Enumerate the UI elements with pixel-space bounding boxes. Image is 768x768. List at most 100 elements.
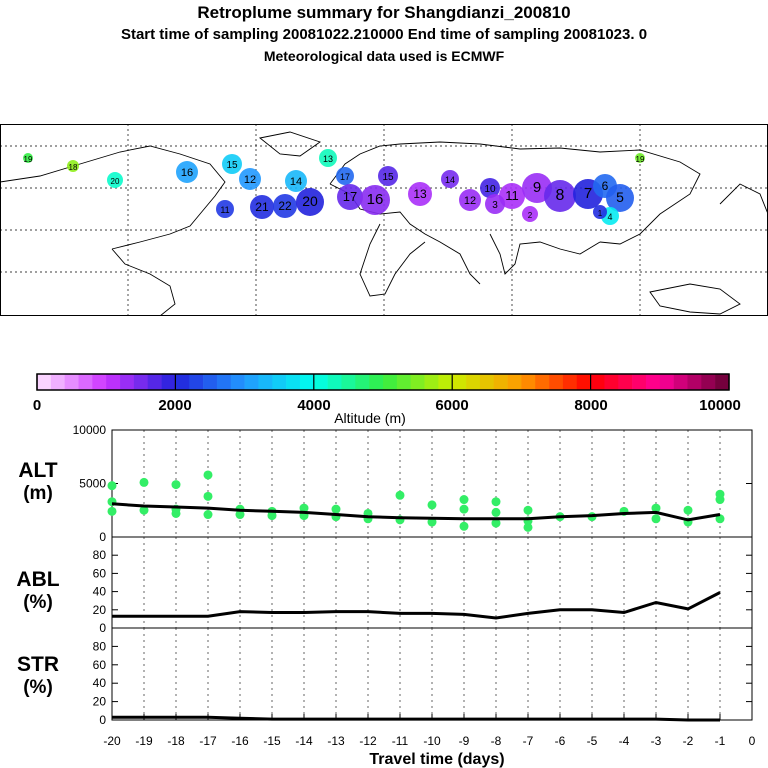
panel-str: 80 60 40 20 0 STR(%)	[17, 627, 753, 727]
colorbar-cell	[175, 374, 190, 390]
colorbar-cells	[36, 374, 730, 390]
scatter-point	[715, 514, 725, 524]
x-tick-label: -20	[103, 734, 121, 748]
y-tick-label: 5000	[79, 477, 106, 491]
x-tick-label: -11	[392, 734, 409, 748]
colorbar-cell	[258, 374, 273, 390]
plume-bubble	[485, 194, 505, 214]
colorbar-cell	[701, 374, 716, 390]
altitude-colorbar: 0 2000 4000 6000 8000 10000 Altitude (m)	[33, 373, 741, 426]
scatter-point	[459, 495, 469, 505]
plume-bubble	[67, 160, 79, 172]
day-label: 22	[278, 199, 292, 213]
colorbar-cell	[562, 374, 578, 390]
day-label: 20	[302, 193, 318, 209]
colorbar-cell	[37, 374, 52, 390]
day-label: 12	[464, 195, 476, 207]
day-label: 12	[244, 174, 256, 186]
colorbar-cell	[341, 374, 356, 390]
scatter-point	[491, 507, 501, 517]
panel-abl: 80 60 40 20 0 ABL(%)	[16, 536, 753, 635]
x-tick-label: -19	[135, 734, 153, 748]
day-label: 17	[340, 172, 350, 182]
colorbar-cell	[604, 374, 619, 390]
day-label: 11	[505, 188, 519, 203]
colorbar-cell	[383, 374, 398, 390]
day-label: 7	[584, 185, 592, 202]
day-label: 13	[323, 154, 333, 164]
colorbar-cell	[78, 374, 93, 390]
colorbar-cell	[313, 374, 328, 390]
y-tick-label: 40	[93, 585, 107, 599]
colorbar-cell	[327, 374, 342, 390]
day-label: 15	[382, 172, 394, 183]
day-label: 10	[484, 184, 496, 195]
colorbar-cell	[50, 374, 65, 390]
colorbar-cell	[64, 374, 79, 390]
plume-bubble	[222, 154, 242, 174]
colorbar-cell	[161, 374, 176, 390]
x-tick-label: -3	[651, 734, 662, 748]
x-tick-label: -17	[199, 734, 217, 748]
colorbar-cell	[715, 374, 730, 390]
scatter-point	[139, 505, 149, 515]
scatter-point	[139, 477, 149, 487]
scatter-point	[331, 504, 341, 514]
plume-bubble	[285, 170, 307, 192]
scatter-point	[235, 510, 245, 520]
scatter-point	[523, 505, 533, 515]
day-label: 9	[533, 179, 541, 196]
colorbar-cell	[355, 374, 370, 390]
colorbar-cell	[272, 374, 287, 390]
day-label: 8	[556, 187, 565, 204]
plume-bubble	[480, 178, 500, 198]
day-label: 20	[111, 177, 120, 186]
colorbar-cell	[632, 374, 647, 390]
coastlines	[0, 131, 768, 316]
graticule	[0, 124, 768, 316]
y-tick-label: 80	[93, 548, 107, 562]
chart-title: Retroplume summary for Shangdianzi_20081…	[197, 3, 571, 22]
plume-bubble	[216, 200, 234, 218]
colorbar-cell	[687, 374, 702, 390]
met-data-line: Meteorological data used is ECMWF	[263, 48, 505, 64]
colorbar-cell	[438, 374, 453, 390]
plume-bubble	[250, 195, 274, 219]
x-tick-label: -13	[327, 734, 345, 748]
day-label: 19	[24, 155, 33, 164]
plume-bubble	[337, 184, 363, 210]
colorbar-cell	[92, 374, 107, 390]
plume-bubble	[23, 153, 33, 163]
y-tick-label: 20	[93, 603, 107, 617]
scatter-point	[651, 503, 661, 513]
day-label: 16	[181, 167, 193, 179]
plume-bubble	[459, 189, 481, 211]
scatter-point	[683, 505, 693, 515]
colorbar-cell	[396, 374, 411, 390]
scatter-point	[203, 491, 213, 501]
colorbar-tick-label: 8000	[574, 397, 607, 414]
plume-bubble	[239, 168, 261, 190]
colorbar-cell	[216, 374, 232, 390]
scatter-point	[171, 480, 181, 490]
scatter-point	[427, 500, 437, 510]
panel-label: STR	[17, 653, 59, 676]
x-tick-label: -8	[491, 734, 502, 748]
plume-bubble	[593, 205, 607, 219]
day-label: 15	[226, 160, 238, 171]
y-tick-label: 0	[99, 621, 106, 635]
series-line	[111, 502, 721, 522]
y-tick-label: 20	[93, 695, 107, 709]
day-label: 2	[528, 211, 533, 220]
y-tick-label: 60	[93, 566, 107, 580]
colorbar-cell	[244, 374, 259, 390]
series-line	[112, 715, 720, 722]
day-label: 19	[636, 155, 645, 164]
day-label: 14	[445, 175, 455, 185]
colorbar-cell	[673, 374, 688, 390]
plume-bubble	[544, 180, 576, 212]
plume-bubble	[273, 194, 297, 218]
scatter-point	[267, 511, 277, 521]
scatter-point	[459, 521, 469, 531]
